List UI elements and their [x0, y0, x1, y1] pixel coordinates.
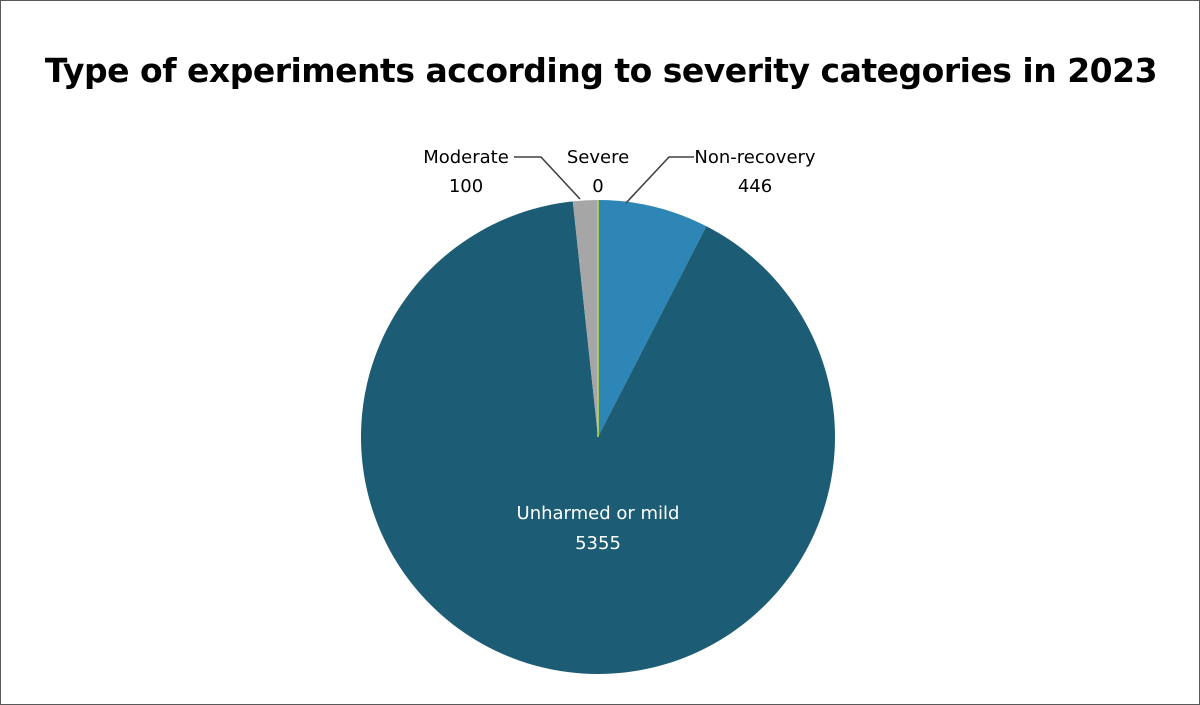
leader-line-moderate [514, 156, 581, 200]
slice-label-severe: Severe [567, 147, 629, 168]
pie-slice-moderate [572, 199, 598, 437]
slice-value-moderate: 100 [449, 176, 483, 197]
slice-label-unharmed-or-mild: Unharmed or mild [517, 503, 680, 524]
pie-slice-non-recovery [598, 200, 707, 437]
slice-label-non-recovery: Non-recovery [694, 147, 815, 168]
slice-value-non-recovery: 446 [738, 176, 772, 197]
slice-label-moderate: Moderate [423, 147, 509, 168]
slice-value-unharmed-or-mild: 5355 [575, 533, 621, 554]
leader-line-non-recovery [625, 156, 694, 204]
chart-title: Type of experiments according to severit… [44, 51, 1158, 90]
pie-slice-unharmed-or-mild [360, 201, 835, 674]
slice-value-severe: 0 [592, 176, 603, 197]
